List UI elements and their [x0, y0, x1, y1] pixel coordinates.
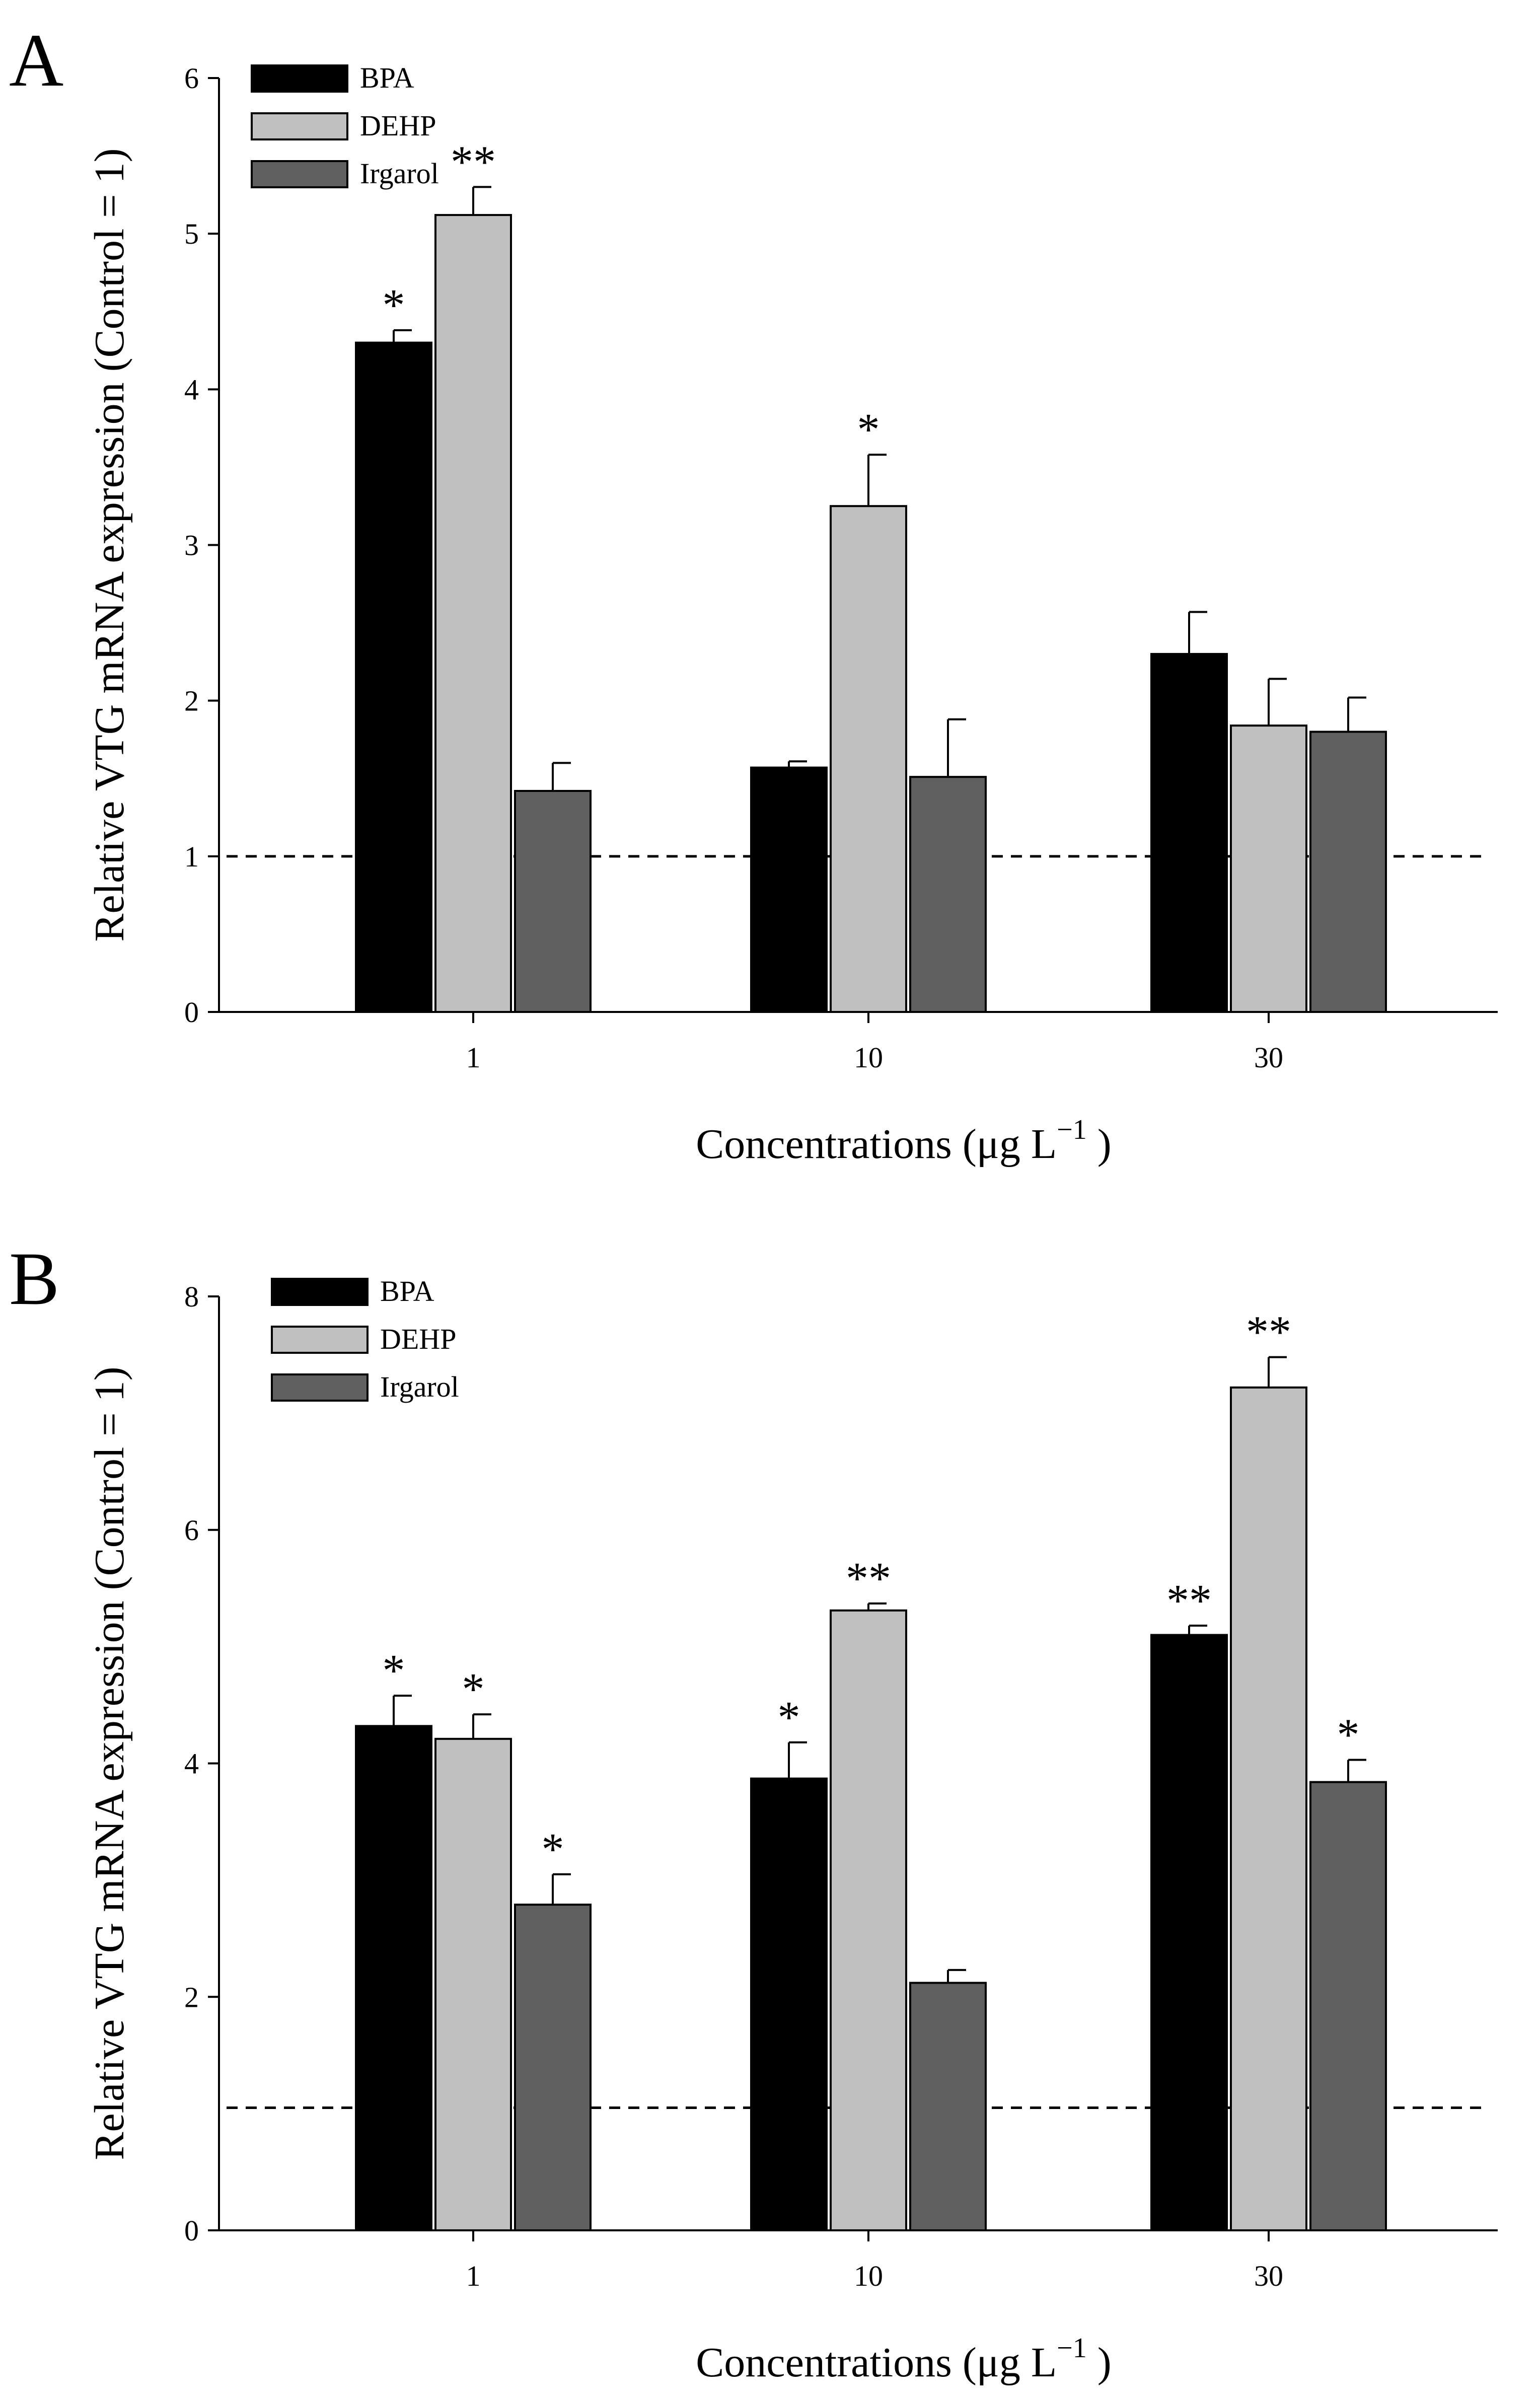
panel-a: A 0 1 2 3 4 5 6 Relative VTG mRNA expression (C… [9, 19, 1498, 1168]
x-axis-title-main: Concentrations (μg L [696, 2339, 1057, 2386]
y-tick-label: 6 [184, 1514, 199, 1547]
legend-swatch-bpa [271, 1278, 369, 1306]
legend-label-irgarol: Irgarol [360, 157, 439, 190]
bar-irgarol [514, 789, 592, 1013]
legend-swatch-bpa [251, 64, 348, 93]
y-tick-label: 5 [184, 217, 199, 250]
bar-dehp [1230, 724, 1307, 1013]
x-axis-title-main: Concentrations (μg L [696, 1121, 1057, 1168]
y-tick-label: 1 [184, 840, 199, 873]
bar-bpa [750, 766, 828, 1013]
x-tick-label: 10 [854, 1041, 883, 1074]
significance-mark: ** [1246, 1307, 1291, 1357]
legend-swatch-dehp [271, 1326, 369, 1354]
panel-b-plot: 0 2 4 6 8 Relative VTG mRNA expression (Contr… [86, 1275, 1498, 2386]
bar-dehp [830, 1609, 907, 2231]
y-axis-title: Relative VTG mRNA expression (Control = … [86, 1366, 133, 2160]
bar-bpa [750, 1777, 828, 2232]
x-tick-label: 30 [1254, 2260, 1283, 2292]
bar-bpa [355, 341, 432, 1013]
bar-bpa [1150, 652, 1228, 1013]
y-tick-label: 4 [184, 373, 199, 406]
x-axis-title-superscript: −1 [1057, 2333, 1087, 2364]
y-tick-label: 2 [184, 685, 199, 717]
significance-mark: ** [846, 1554, 891, 1604]
x-tick-label: 1 [466, 2260, 481, 2292]
y-tick-label: 2 [184, 1981, 199, 2013]
panel-b: B 0 2 4 6 8 Relative VTG mRNA expression (Con… [9, 1237, 1498, 2386]
bar-bpa [1150, 1634, 1228, 2231]
significance-mark: * [857, 405, 880, 455]
bar-irgarol [909, 1982, 987, 2232]
legend-label-dehp: DEHP [380, 1323, 456, 1355]
y-tick-label: 0 [184, 996, 199, 1029]
x-axis-title: Concentrations (μg L−1 ) [696, 2333, 1111, 2386]
bar-irgarol [1309, 731, 1387, 1013]
significance-mark: * [1337, 1710, 1360, 1760]
y-tick-label: 3 [184, 529, 199, 562]
legend-swatch-dehp [251, 112, 348, 140]
legend-swatch-irgarol [251, 160, 348, 188]
legend-label-bpa: BPA [380, 1275, 434, 1307]
panel-a-plot: 0 1 2 3 4 5 6 Relative VTG mRNA expression (Con… [86, 61, 1498, 1168]
y-tick-label: 8 [184, 1280, 199, 1313]
legend-swatch-irgarol [271, 1373, 369, 1402]
bar-irgarol [909, 776, 987, 1013]
legend-label-bpa: BPA [360, 61, 414, 94]
x-axis-title: Concentrations (μg L−1 ) [696, 1114, 1111, 1168]
y-tick-label: 0 [184, 2214, 199, 2247]
y-axis-title: Relative VTG mRNA expression (Control = … [86, 148, 133, 941]
bar-irgarol [1309, 1781, 1387, 2232]
bar-bpa [355, 1725, 432, 2232]
x-tick-label: 1 [466, 1041, 481, 1074]
bar-dehp [434, 214, 512, 1013]
x-axis-title-superscript: −1 [1057, 1114, 1087, 1145]
x-axis-title-end: ) [1087, 2339, 1112, 2386]
significance-mark: ** [1166, 1576, 1212, 1626]
significance-mark: * [542, 1825, 564, 1874]
significance-mark: * [383, 1646, 405, 1696]
bar-dehp [830, 505, 907, 1013]
x-axis-title-end: ) [1087, 1121, 1112, 1168]
significance-mark: ** [451, 137, 496, 187]
x-tick-label: 30 [1254, 1041, 1283, 1074]
bar-dehp [1230, 1386, 1307, 2231]
bar-irgarol [514, 1904, 592, 2232]
significance-mark: * [383, 280, 405, 330]
panel-label-b: B [9, 1237, 59, 1321]
significance-mark: * [778, 1693, 800, 1742]
y-tick-label: 6 [184, 62, 199, 95]
panel-label-a: A [9, 19, 63, 102]
legend-label-dehp: DEHP [360, 109, 436, 142]
bar-dehp [434, 1737, 512, 2231]
x-tick-label: 10 [854, 2260, 883, 2292]
significance-mark: * [462, 1664, 485, 1714]
legend-label-irgarol: Irgarol [380, 1370, 459, 1403]
y-tick-label: 4 [184, 1748, 199, 1780]
